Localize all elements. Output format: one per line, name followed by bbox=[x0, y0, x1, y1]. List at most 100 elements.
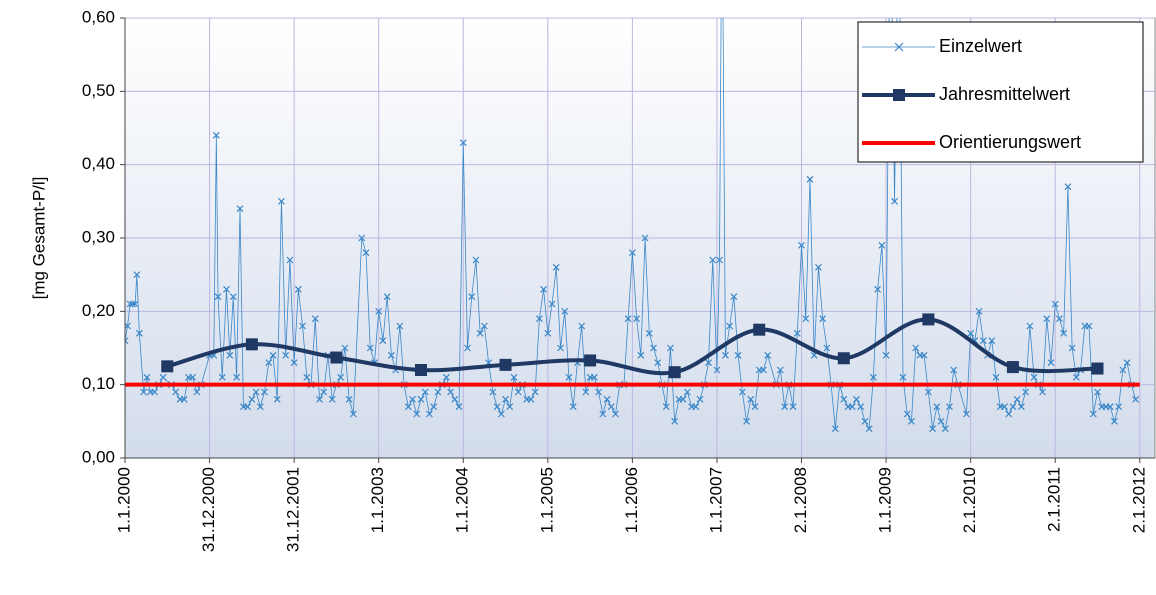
point-marker bbox=[252, 388, 260, 396]
point-marker bbox=[245, 338, 258, 351]
y-tick-label: 0,60 bbox=[82, 7, 115, 26]
point-marker bbox=[434, 388, 442, 396]
point-marker bbox=[133, 271, 141, 279]
legend-marker bbox=[893, 89, 905, 101]
point-marker bbox=[603, 395, 611, 403]
point-marker bbox=[379, 337, 387, 345]
point-marker bbox=[1022, 388, 1030, 396]
point-marker bbox=[1064, 183, 1072, 191]
point-marker bbox=[751, 403, 759, 411]
point-marker bbox=[510, 373, 518, 381]
x-tick-label: 1.1.2009 bbox=[876, 467, 895, 533]
point-marker bbox=[831, 425, 839, 433]
point-marker bbox=[189, 373, 197, 381]
point-marker bbox=[941, 425, 949, 433]
y-tick-label: 0,50 bbox=[82, 81, 115, 100]
point-marker bbox=[565, 373, 573, 381]
point-marker bbox=[637, 351, 645, 359]
point-marker bbox=[823, 344, 831, 352]
point-marker bbox=[848, 403, 856, 411]
point-marker bbox=[421, 388, 429, 396]
labels: 0,00 0,10 0,20 0,30 0,40 0,50 0,60 1.1.2000 31.1… bbox=[82, 7, 1148, 552]
point-marker bbox=[387, 351, 395, 359]
x-tick-label: 1.1.2005 bbox=[537, 467, 556, 533]
x-tick-label: 2.1.2011 bbox=[1045, 467, 1064, 532]
point-marker bbox=[468, 293, 476, 301]
point-marker bbox=[798, 241, 805, 249]
point-marker bbox=[607, 403, 615, 411]
point-marker bbox=[1091, 362, 1104, 375]
point-marker bbox=[506, 403, 514, 411]
point-marker bbox=[650, 344, 657, 352]
point-marker bbox=[396, 322, 404, 330]
y-tick-label: 0,40 bbox=[82, 154, 115, 173]
point-marker bbox=[776, 366, 784, 374]
point-marker bbox=[531, 388, 539, 396]
point-marker bbox=[514, 388, 522, 396]
point-marker bbox=[451, 395, 459, 403]
point-marker bbox=[920, 351, 928, 359]
x-tick-label: 31.12.2000 bbox=[199, 467, 218, 552]
point-marker bbox=[760, 366, 767, 374]
point-marker bbox=[502, 395, 509, 403]
point-marker bbox=[802, 315, 810, 323]
point-marker bbox=[358, 234, 366, 242]
point-marker bbox=[624, 315, 632, 323]
point-marker bbox=[743, 417, 750, 425]
legend-entries: Einzelwert Jahresmittelwert Orientierungsw… bbox=[862, 36, 1081, 152]
point-marker bbox=[278, 197, 285, 205]
point-marker bbox=[612, 410, 619, 418]
point-marker bbox=[172, 388, 180, 396]
point-marker bbox=[126, 300, 134, 308]
point-marker bbox=[946, 403, 953, 411]
point-marker bbox=[180, 395, 188, 403]
point-marker bbox=[303, 373, 311, 381]
point-marker bbox=[499, 358, 512, 371]
point-marker bbox=[476, 329, 484, 337]
point-marker bbox=[459, 139, 467, 147]
x-tick-label: 1.1.2003 bbox=[368, 467, 387, 533]
point-marker bbox=[726, 322, 734, 330]
point-marker bbox=[641, 234, 649, 242]
point-marker bbox=[131, 300, 139, 308]
point-marker bbox=[924, 388, 932, 396]
point-marker bbox=[1132, 395, 1139, 403]
point-marker bbox=[837, 352, 850, 365]
point-marker bbox=[540, 285, 548, 293]
point-marker bbox=[967, 329, 975, 337]
point-marker bbox=[1115, 403, 1123, 411]
point-marker bbox=[806, 175, 814, 183]
point-marker bbox=[781, 403, 789, 411]
point-marker bbox=[125, 322, 131, 330]
point-marker bbox=[261, 388, 268, 396]
point-marker bbox=[404, 403, 412, 411]
point-marker bbox=[497, 410, 505, 418]
point-marker bbox=[316, 395, 323, 403]
point-marker bbox=[544, 329, 552, 337]
point-marker bbox=[233, 373, 241, 381]
point-marker bbox=[645, 329, 653, 337]
point-marker bbox=[789, 403, 797, 411]
point-marker bbox=[962, 410, 970, 418]
point-marker bbox=[569, 403, 577, 411]
point-marker bbox=[330, 351, 343, 364]
point-marker bbox=[713, 366, 721, 374]
point-marker bbox=[290, 359, 298, 367]
point-marker bbox=[349, 410, 357, 418]
point-marker bbox=[417, 395, 425, 403]
point-marker bbox=[282, 351, 290, 359]
point-marker bbox=[1051, 300, 1059, 308]
x-tick-label: 1.1.2007 bbox=[706, 467, 725, 533]
point-marker bbox=[489, 388, 497, 396]
point-marker bbox=[426, 410, 433, 418]
point-marker bbox=[248, 395, 256, 403]
point-marker bbox=[861, 417, 869, 425]
point-marker bbox=[903, 410, 911, 418]
point-marker bbox=[212, 131, 220, 139]
point-marker bbox=[383, 293, 391, 301]
point-marker bbox=[375, 307, 383, 315]
point-marker bbox=[929, 425, 937, 433]
point-marker bbox=[975, 307, 983, 315]
point-marker bbox=[1068, 344, 1076, 352]
